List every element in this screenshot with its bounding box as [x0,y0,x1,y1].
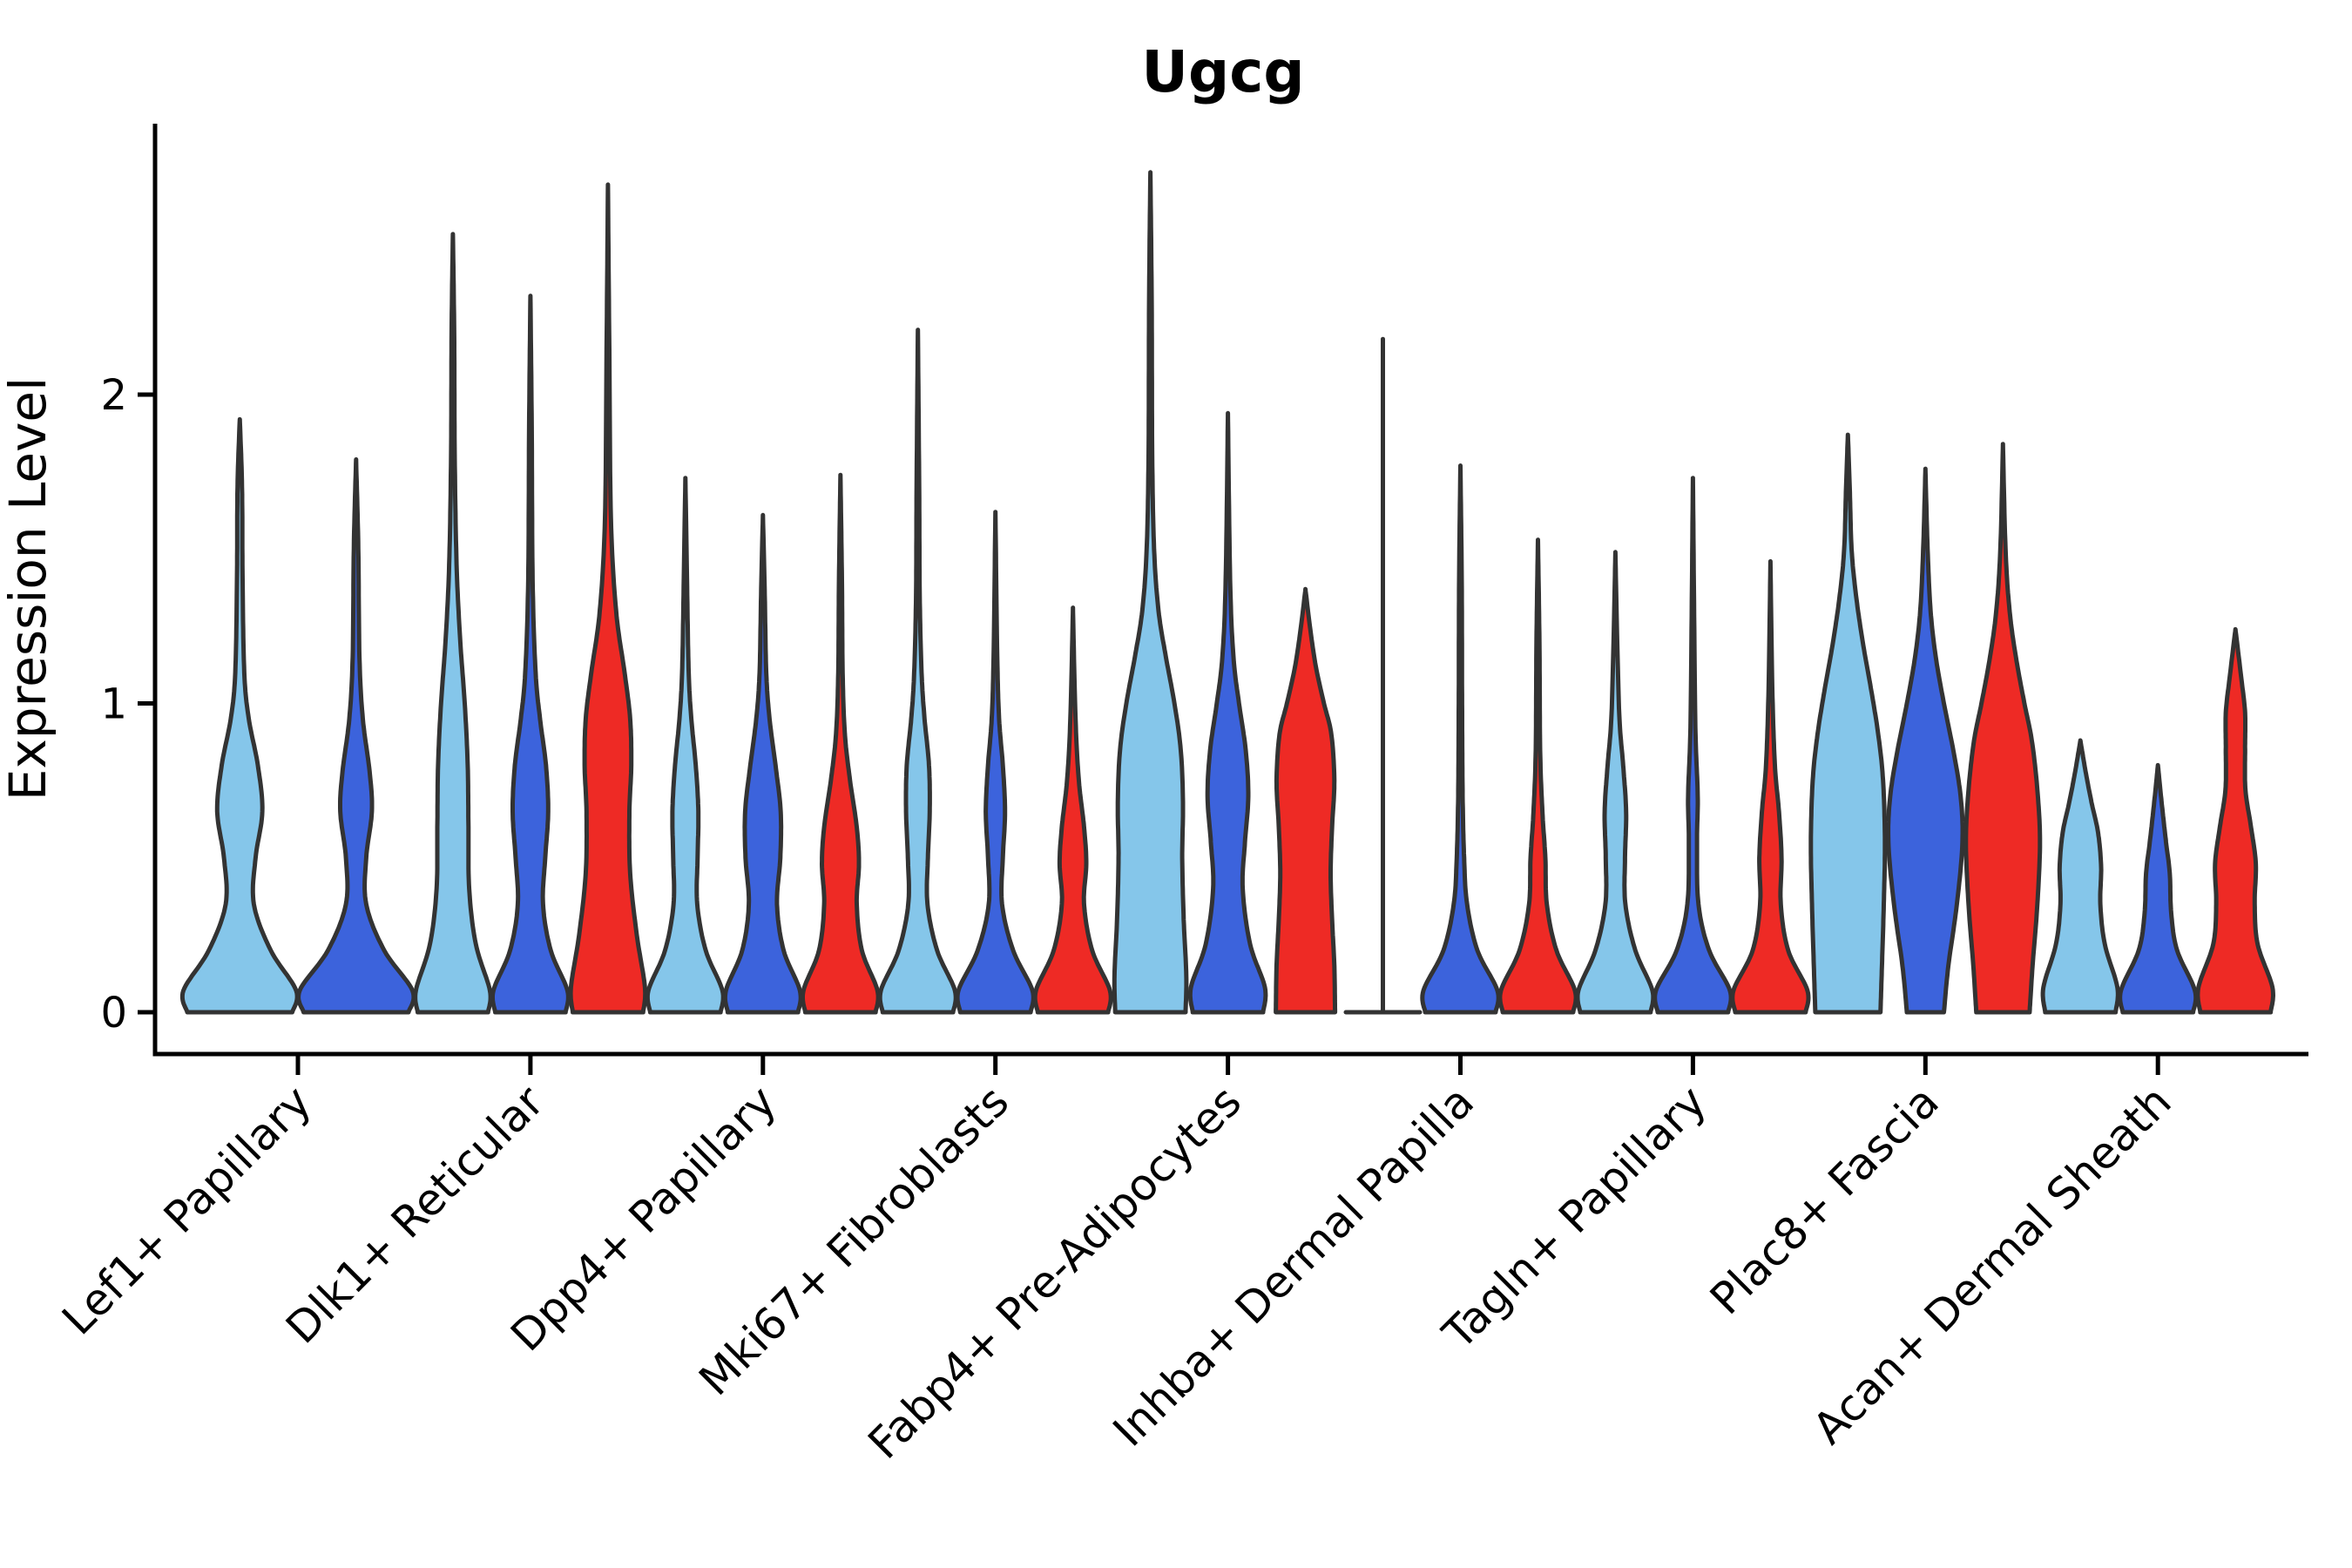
violin [1032,605,1113,1015]
violin [2040,738,2120,1015]
y-axis-label: Expression Level [0,377,57,801]
violin [1886,466,1965,1015]
violin [490,294,571,1015]
x-tick-label: Fabp4+ Pre-Adipocytes [859,1076,1252,1469]
y-tick-label: 0 [100,989,127,1037]
violin [1575,550,1656,1015]
chart-title: Ugcg [1141,38,1304,105]
violin [1112,170,1189,1015]
violin [1730,558,1811,1015]
violin [568,182,648,1015]
violin [413,232,493,1015]
violin [1808,432,1888,1015]
violin [1420,463,1501,1015]
violin [722,512,803,1015]
y-tick-label: 1 [100,679,127,728]
violin [2118,762,2199,1015]
violin [1497,537,1578,1015]
violin [1187,410,1268,1015]
violin [645,476,726,1015]
x-tick-label: Dlk1+ Reticular [276,1076,553,1353]
y-tick-label: 2 [100,371,127,420]
violin [801,472,881,1015]
x-tick-label: Plac8+ Fascia [1700,1076,1949,1324]
violin-group-layer [179,170,2275,1015]
violin-collapsed [1343,336,1423,1015]
violin [296,456,416,1015]
violin [2195,626,2275,1015]
violin [1652,476,1734,1015]
violin [1963,442,2043,1015]
violin [877,328,958,1015]
violin [179,416,300,1015]
violin [955,510,1036,1015]
x-tick-label: Lef1+ Papillary [52,1076,321,1344]
violin [1274,586,1338,1015]
